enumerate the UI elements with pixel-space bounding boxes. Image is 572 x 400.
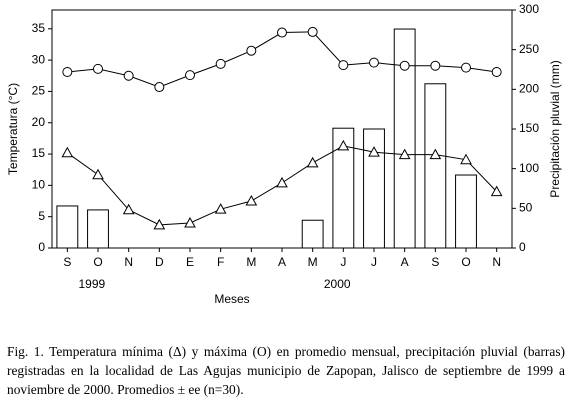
bar <box>332 127 355 249</box>
x-axis-title: Meses <box>214 292 249 306</box>
x-tick-label: S <box>431 255 439 269</box>
triangle-marker <box>429 148 442 160</box>
circle-marker <box>461 62 471 73</box>
y2-tick-label: 0 <box>519 240 526 254</box>
bar <box>424 83 447 249</box>
x-tick-label: D <box>155 255 164 269</box>
circle-marker <box>154 82 165 93</box>
x-tick-label: A <box>278 255 286 269</box>
circle-marker <box>277 27 287 38</box>
triangle-marker <box>460 153 472 165</box>
circle-marker <box>62 67 73 78</box>
triangle-marker <box>214 203 227 214</box>
y-tick-label: 35 <box>32 21 46 35</box>
bar <box>455 174 477 249</box>
x-tick-label: E <box>186 255 194 269</box>
triangle-marker <box>276 176 288 188</box>
bar <box>393 28 416 249</box>
y-tick-label: 30 <box>32 52 46 66</box>
x-tick-label: O <box>461 255 470 269</box>
x-tick-label: M <box>308 255 318 269</box>
y-tick-label: 20 <box>32 115 46 129</box>
circle-marker <box>215 58 226 69</box>
triangle-marker <box>153 218 166 230</box>
triangle-marker <box>337 139 350 151</box>
x-tick-label: F <box>217 255 224 269</box>
triangle-marker <box>122 203 135 215</box>
circle-marker <box>338 60 349 71</box>
x-tick-label: S <box>63 255 71 269</box>
y2-tick-label: 100 <box>519 161 539 175</box>
x-tick-label: M <box>246 255 256 269</box>
y2-tick-label: 200 <box>519 82 539 96</box>
circle-marker <box>185 70 195 81</box>
circle-marker <box>369 57 379 68</box>
triangle-marker <box>245 194 258 206</box>
bar <box>301 219 324 249</box>
triangle-marker <box>184 216 196 228</box>
circle-marker <box>93 63 103 74</box>
circle-marker <box>399 60 410 71</box>
y-tick-label: 5 <box>38 209 45 223</box>
bar <box>87 209 109 249</box>
x-tick-label: J <box>340 255 346 269</box>
triangle-marker <box>398 148 411 160</box>
x-tick-label: J <box>371 255 377 269</box>
bar <box>363 128 385 249</box>
y2-tick-label: 300 <box>519 2 539 16</box>
caption: Fig. 1. Temperatura mínima (Δ) y máxima … <box>7 344 565 397</box>
circle-marker <box>123 70 134 81</box>
year-label: 1999 <box>79 277 106 291</box>
circle-marker <box>430 60 441 71</box>
x-tick-label: A <box>401 255 409 269</box>
circle-marker <box>307 26 318 37</box>
triangle-marker <box>92 168 104 180</box>
y2-tick-label: 250 <box>519 42 539 56</box>
y-tick-label: 15 <box>32 146 46 160</box>
year-label: 2000 <box>324 277 351 291</box>
y-tick-label: 0 <box>38 240 45 254</box>
y-tick-label: 25 <box>32 84 46 98</box>
x-tick-label: N <box>492 255 501 269</box>
circle-marker <box>491 67 502 78</box>
y2-tick-label: 50 <box>519 201 533 215</box>
y2-axis-title: Precipitación pluvial (mm) <box>548 60 562 197</box>
triangle-marker <box>306 156 319 168</box>
chart: Temperatura (°C) Precipitación pluvial (… <box>6 2 562 306</box>
triangle-marker <box>368 146 380 157</box>
x-tick-label: O <box>93 255 102 269</box>
bar <box>56 205 79 249</box>
x-tick-label: N <box>124 255 133 269</box>
y-tick-label: 10 <box>32 178 46 192</box>
y-axis-title: Temperatura (°C) <box>6 83 20 175</box>
circle-marker <box>246 45 257 56</box>
y2-tick-label: 150 <box>519 121 539 135</box>
triangle-marker <box>61 146 74 158</box>
triangle-marker <box>490 185 503 197</box>
